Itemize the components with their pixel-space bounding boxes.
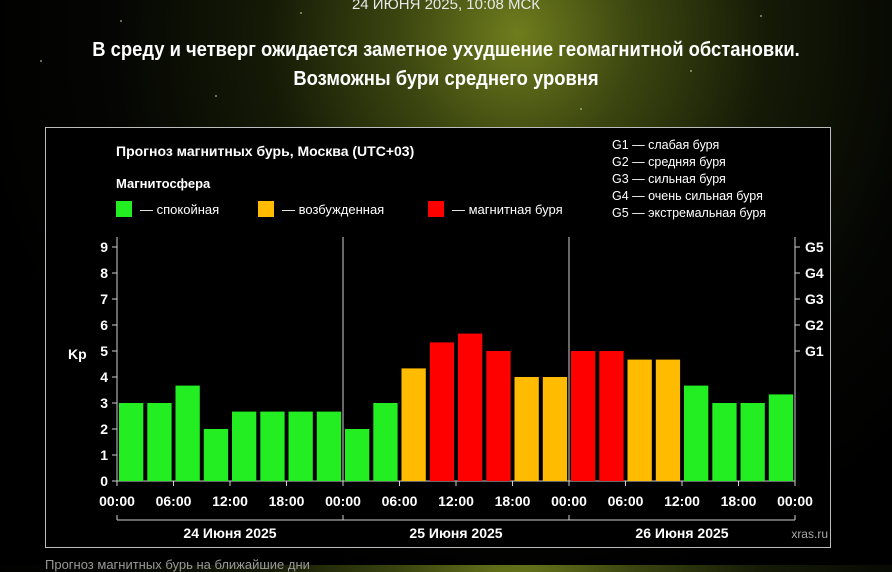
kp-bar <box>571 351 596 481</box>
plot-area: 0 1 2 3 4 5 6 7 8 9 G1 G2 G3 G4 G5 00:00 06:00 12:00 18:00… <box>99 237 824 521</box>
y-tick-label: 2 <box>100 421 108 437</box>
kp-bar <box>768 394 794 481</box>
kp-bar <box>542 377 568 481</box>
y-axis-label: Kp <box>68 346 87 362</box>
g-tick-label: G1 <box>805 343 824 359</box>
legend-swatch-excited <box>258 201 274 217</box>
x-tick-label: 12:00 <box>438 493 474 509</box>
kp-bar <box>119 403 144 481</box>
kp-bar <box>740 403 765 481</box>
kp-bar <box>429 342 455 481</box>
legend-label-excited: — возбужденная <box>282 202 384 217</box>
y-tick-label: 7 <box>100 291 108 307</box>
kp-bar <box>684 385 709 481</box>
x-tick-label: 18:00 <box>495 493 531 509</box>
legend-label-storm: — магнитная буря <box>452 202 563 217</box>
day-label-3: 26 Июня 2025 <box>635 525 728 541</box>
y-tick-label: 6 <box>100 317 108 333</box>
x-tick-label: 06:00 <box>608 493 644 509</box>
g-scale-g5: G5 — экстремальная буря <box>612 206 766 220</box>
chart-panel: Прогноз магнитных бурь, Москва (UTC+03) … <box>45 127 831 548</box>
x-tick-label: 00:00 <box>777 493 813 509</box>
g-scale-g4: G4 — очень сильная буря <box>612 189 763 203</box>
kp-bar <box>260 411 285 481</box>
chart-title: Прогноз магнитных бурь, Москва (UTC+03) <box>116 143 414 159</box>
g-tick-label: G2 <box>805 317 824 333</box>
kp-chart: Прогноз магнитных бурь, Москва (UTC+03) … <box>68 138 828 541</box>
x-tick-label: 06:00 <box>382 493 418 509</box>
kp-bar <box>203 429 229 481</box>
y-tick-label: 5 <box>100 343 108 359</box>
kp-bar <box>175 385 200 481</box>
watermark: xras.ru <box>791 527 828 541</box>
x-tick-label: 12:00 <box>664 493 700 509</box>
g-tick-label: G4 <box>805 265 824 281</box>
x-tick-label: 00:00 <box>325 493 361 509</box>
y-tick-label: 3 <box>100 395 108 411</box>
kp-bar <box>514 377 539 481</box>
g-scale-g2: G2 — средняя буря <box>612 155 726 169</box>
g-tick-label: G3 <box>805 291 824 307</box>
g-scale-g1: G1 — слабая буря <box>612 138 719 152</box>
x-tick-label: 18:00 <box>721 493 757 509</box>
kp-bar <box>147 403 172 481</box>
legend-title: Магнитосфера <box>116 176 211 191</box>
timestamp: 24 ИЮНЯ 2025, 10:08 МСК <box>351 0 541 13</box>
kp-bar <box>627 359 652 481</box>
kp-bar <box>712 403 737 481</box>
kp-bar <box>232 411 257 481</box>
x-tick-label: 12:00 <box>212 493 248 509</box>
y-tick-label: 4 <box>100 369 108 385</box>
kp-bar <box>655 359 681 481</box>
y-tick-label: 9 <box>100 239 108 255</box>
y-tick-label: 1 <box>100 447 108 463</box>
kp-bar <box>458 333 483 481</box>
headline: В среду и четверг ожидается заметное уху… <box>92 39 800 90</box>
kp-bar <box>401 368 426 481</box>
day-label-1: 24 Июня 2025 <box>183 525 276 541</box>
legend-swatch-calm <box>116 201 132 217</box>
x-tick-label: 00:00 <box>99 493 135 509</box>
legend-label-calm: — спокойная <box>140 202 219 217</box>
y-tick-label: 0 <box>100 473 108 489</box>
g-tick-label: G5 <box>805 239 824 255</box>
day-label-2: 25 Июня 2025 <box>409 525 502 541</box>
kp-bar <box>486 351 511 481</box>
kp-bar <box>345 429 370 481</box>
g-scale-g3: G3 — сильная буря <box>612 172 726 186</box>
kp-bar <box>373 403 398 481</box>
y-tick-label: 8 <box>100 265 108 281</box>
legend-swatch-storm <box>428 201 444 217</box>
x-tick-label: 06:00 <box>156 493 192 509</box>
kp-bar <box>599 351 624 481</box>
x-tick-label: 00:00 <box>551 493 587 509</box>
x-tick-label: 18:00 <box>269 493 305 509</box>
kp-bar <box>288 411 313 481</box>
kp-bar <box>316 411 342 481</box>
